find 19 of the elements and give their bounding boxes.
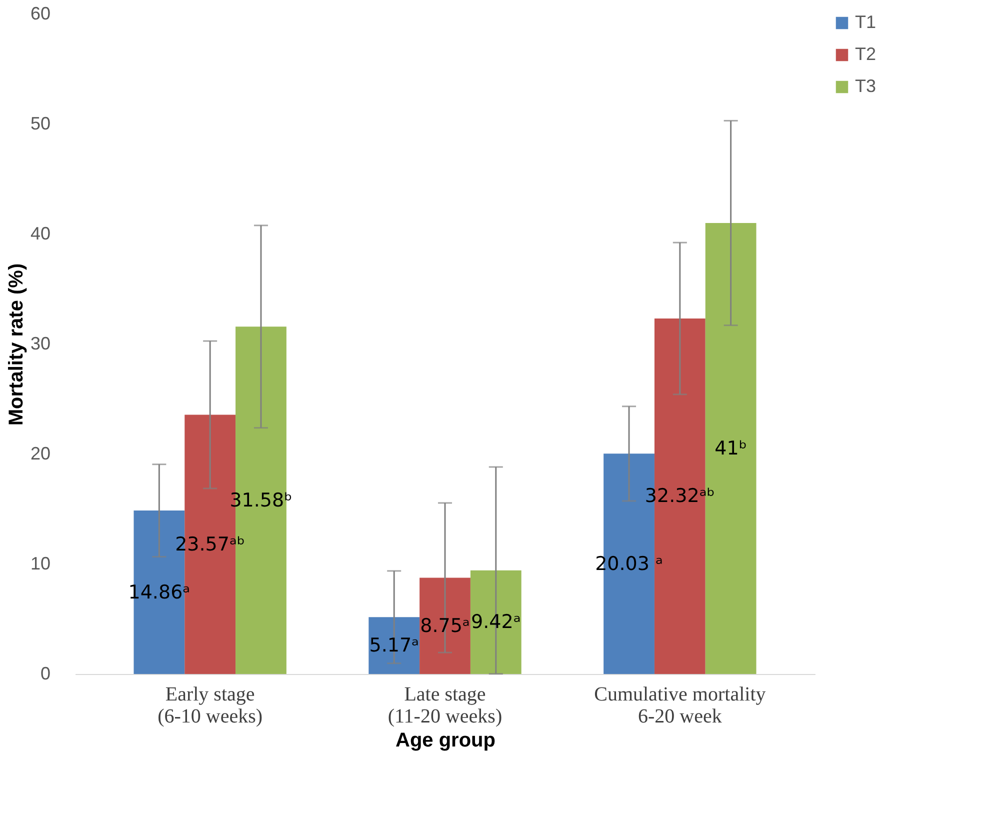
data-label: 5.17ᵃ [369, 634, 419, 657]
y-axis-title: Mortality rate (%) [5, 263, 28, 426]
y-tick-label: 50 [30, 114, 50, 134]
legend-label: T3 [855, 76, 876, 96]
y-tick-label: 20 [30, 444, 50, 464]
x-tick-label: Early stage (6-10 weeks) [158, 684, 263, 728]
y-tick-label: 30 [30, 334, 50, 354]
y-tick-label: 60 [30, 4, 50, 24]
x-axis-title: Age group [396, 730, 496, 752]
x-tick-label: Cumulative mortality 6-20 week [594, 684, 766, 728]
y-tick-label: 40 [30, 224, 50, 244]
y-tick-label: 0 [40, 664, 50, 684]
data-label: 8.75ᵃ [420, 614, 470, 637]
data-label: 41ᵇ [714, 438, 747, 460]
legend-label: T2 [855, 44, 876, 64]
y-tick-label: 10 [30, 554, 50, 574]
legend-label: T1 [855, 12, 876, 32]
data-label: 9.42ᵃ [471, 611, 521, 634]
x-tick-label: Late stage (11-20 weeks) [388, 684, 502, 728]
